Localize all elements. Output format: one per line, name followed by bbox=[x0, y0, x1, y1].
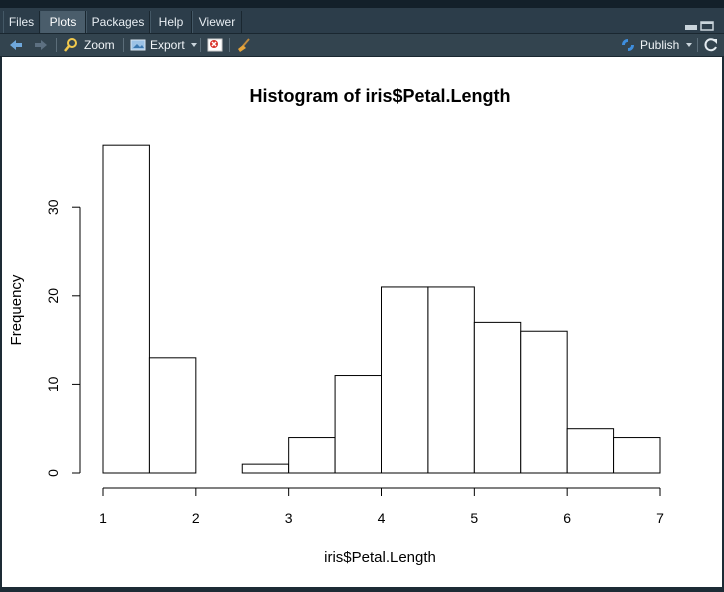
toolbar-divider bbox=[697, 38, 698, 52]
zoom-magnifier-icon bbox=[64, 38, 77, 52]
histogram-bar bbox=[520, 330, 568, 474]
remove-plot-button[interactable] bbox=[207, 34, 223, 56]
histogram-bar bbox=[613, 437, 661, 474]
plot-viewer: Histogram of iris$Petal.Length 0 10 20 30 1… bbox=[2, 57, 722, 587]
x-axis-label: iris$Petal.Length bbox=[324, 549, 436, 566]
histogram-bar bbox=[381, 286, 429, 474]
histogram-chart: Histogram of iris$Petal.Length 0 10 20 30 1… bbox=[8, 86, 664, 566]
toolbar-divider bbox=[123, 38, 124, 52]
y-tick-label: 30 bbox=[45, 199, 61, 215]
toolbar-divider bbox=[200, 38, 201, 52]
x-tick-label: 2 bbox=[192, 510, 200, 526]
plots-toolbar: Zoom Export Publish bbox=[0, 34, 724, 57]
chevron-down-icon bbox=[686, 43, 693, 47]
chevron-down-icon bbox=[190, 43, 197, 47]
x-tick-label: 4 bbox=[378, 510, 386, 526]
histogram-bar bbox=[102, 144, 150, 474]
tab-viewer-label: Viewer bbox=[198, 15, 236, 29]
histogram-bar bbox=[473, 321, 522, 474]
tab-packages[interactable]: Packages bbox=[86, 11, 150, 33]
export-image-icon bbox=[130, 39, 146, 51]
histogram-bar bbox=[334, 375, 383, 474]
refresh-icon bbox=[704, 38, 717, 52]
x-tick-label: 5 bbox=[470, 510, 478, 526]
x-tick-label: 7 bbox=[656, 510, 664, 526]
back-arrow-icon[interactable] bbox=[8, 34, 24, 56]
tab-help-label: Help bbox=[158, 15, 184, 29]
tab-files-label: Files bbox=[8, 15, 35, 29]
histogram-bar bbox=[566, 428, 615, 474]
x-tick-label: 3 bbox=[285, 510, 293, 526]
y-axis: 0 10 20 30 bbox=[45, 199, 81, 477]
tab-packages-label: Packages bbox=[91, 15, 145, 29]
window-top-strip bbox=[0, 0, 724, 8]
tab-plots-label: Plots bbox=[49, 15, 77, 29]
publish-button[interactable]: Publish bbox=[620, 34, 694, 56]
maximize-pane-icon[interactable] bbox=[700, 18, 714, 31]
y-axis-label: Frequency bbox=[8, 274, 25, 345]
clear-all-plots-button[interactable] bbox=[236, 34, 252, 56]
y-tick-label: 0 bbox=[45, 469, 61, 477]
histogram-bars bbox=[102, 144, 661, 474]
x-tick-label: 6 bbox=[563, 510, 571, 526]
export-label: Export bbox=[150, 38, 185, 52]
pane-tab-bar: Files Plots Packages Help Viewer bbox=[0, 8, 724, 34]
tab-plots[interactable]: Plots bbox=[40, 11, 86, 33]
zoom-button[interactable]: Zoom bbox=[63, 34, 115, 56]
tab-files[interactable]: Files bbox=[3, 11, 40, 33]
histogram-bar bbox=[427, 286, 475, 474]
zoom-label: Zoom bbox=[84, 38, 115, 52]
y-tick-label: 20 bbox=[45, 288, 61, 304]
export-button[interactable]: Export bbox=[130, 34, 199, 56]
chart-title: Histogram of iris$Petal.Length bbox=[249, 86, 510, 106]
tab-help[interactable]: Help bbox=[150, 11, 192, 33]
remove-plot-icon bbox=[207, 38, 223, 52]
histogram-bar bbox=[288, 437, 336, 474]
minimize-pane-icon[interactable] bbox=[684, 18, 698, 30]
tab-viewer[interactable]: Viewer bbox=[192, 11, 242, 33]
refresh-button[interactable] bbox=[703, 34, 719, 56]
toolbar-divider bbox=[229, 38, 230, 52]
x-axis: 1 2 3 4 5 6 7 bbox=[99, 487, 664, 526]
publish-label: Publish bbox=[640, 38, 680, 52]
broom-icon bbox=[238, 38, 250, 52]
publish-icon bbox=[622, 39, 634, 51]
histogram-bar bbox=[241, 463, 290, 474]
x-tick-label: 1 bbox=[99, 510, 107, 526]
forward-arrow-icon[interactable] bbox=[33, 34, 49, 56]
histogram-bar bbox=[148, 357, 197, 474]
y-tick-label: 10 bbox=[45, 376, 61, 392]
toolbar-divider bbox=[56, 38, 57, 52]
